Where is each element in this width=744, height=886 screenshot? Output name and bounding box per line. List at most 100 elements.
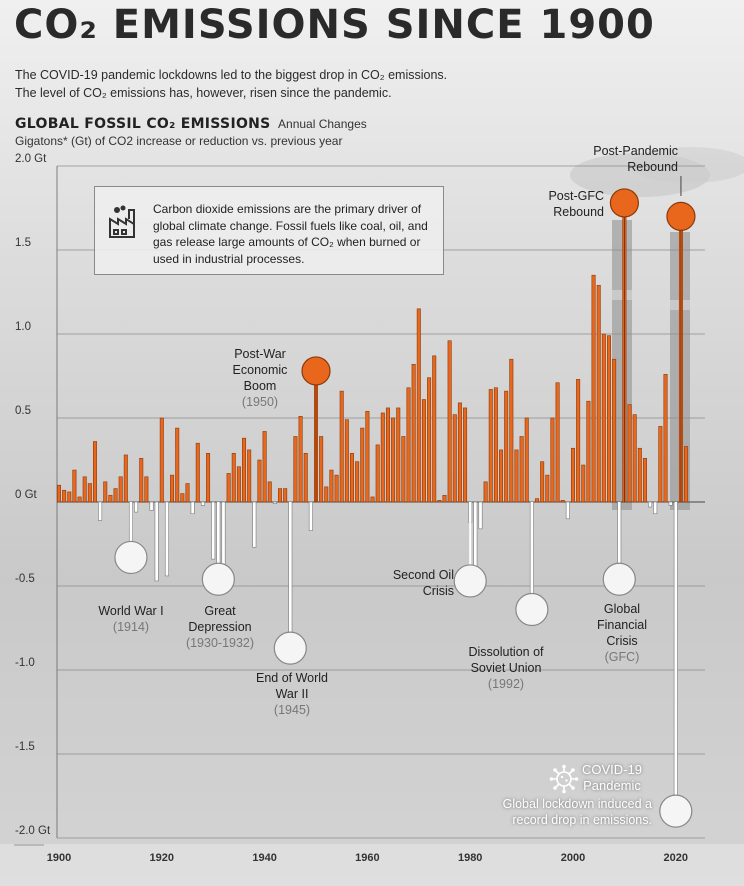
annotation-postpandemic: Post-Pandemic Rebound bbox=[576, 143, 678, 175]
bar-1955 bbox=[339, 390, 344, 503]
bar-1967 bbox=[401, 436, 406, 503]
bar-1953 bbox=[329, 469, 334, 503]
bar-1911 bbox=[113, 488, 118, 503]
bar-1971 bbox=[421, 399, 426, 503]
factory-icon bbox=[109, 205, 135, 238]
annotation-label: Dissolution of Soviet Union bbox=[468, 645, 544, 675]
bar-2013 bbox=[637, 447, 642, 503]
bar-1964 bbox=[385, 407, 390, 503]
bar-2000 bbox=[570, 447, 575, 503]
bar-2012 bbox=[632, 414, 637, 503]
bar-1951 bbox=[319, 436, 324, 503]
bar-2002 bbox=[581, 464, 586, 503]
bar-1928 bbox=[200, 501, 205, 506]
postpandemic-marker bbox=[666, 201, 696, 231]
y-tick-label: 2.0 Gt bbox=[15, 153, 47, 165]
ww1-marker bbox=[114, 540, 148, 575]
subtitle: The COVID-19 pandemic lockdowns led to t… bbox=[15, 66, 535, 102]
bar-1906 bbox=[87, 483, 92, 503]
bar-1920 bbox=[159, 417, 164, 503]
bar-1913 bbox=[123, 454, 128, 503]
bar-2006 bbox=[601, 333, 606, 503]
annotation-gfc: Global Financial Crisis (GFC) bbox=[592, 601, 652, 665]
bar-1983 bbox=[483, 481, 488, 503]
bar-1984 bbox=[488, 389, 493, 503]
bar-1924 bbox=[180, 493, 185, 503]
annotation-year: (GFC) bbox=[604, 650, 640, 664]
bar-1942 bbox=[272, 501, 277, 504]
annotation-year: (1914) bbox=[112, 620, 150, 634]
page-title: CO₂ EMISSIONS SINCE 1900 bbox=[14, 2, 655, 48]
annotation-postwar: Post-War Economic Boom (1950) bbox=[226, 346, 294, 410]
bar-1922 bbox=[170, 474, 175, 503]
bar-1977 bbox=[452, 414, 457, 503]
bar-1994 bbox=[540, 461, 545, 503]
bar-1965 bbox=[391, 417, 396, 503]
bar-1995 bbox=[545, 474, 550, 503]
covid-marker bbox=[659, 794, 693, 828]
annotation-label: Great Depression bbox=[188, 604, 252, 634]
bar-1948 bbox=[303, 452, 308, 503]
x-tick-label: 1920 bbox=[150, 852, 174, 864]
bar-1986 bbox=[499, 449, 504, 503]
chart-heading: GLOBAL FOSSIL CO₂ EMISSIONS Annual Chang… bbox=[15, 115, 367, 133]
bar-1960 bbox=[365, 410, 370, 503]
annotation-oil: Second Oil Crisis bbox=[386, 567, 454, 599]
bar-1997 bbox=[555, 382, 560, 503]
bar-1940 bbox=[262, 431, 267, 503]
annotation-year: (1992) bbox=[487, 677, 525, 691]
x-tick-label: 1900 bbox=[47, 852, 71, 864]
bar-1909 bbox=[103, 481, 108, 503]
bar-1990 bbox=[519, 436, 524, 503]
annotation-label: End of World War II bbox=[255, 671, 329, 701]
bar-1944 bbox=[283, 488, 288, 503]
annotation-depression: Great Depression (1930-1932) bbox=[180, 603, 260, 651]
bar-1923 bbox=[175, 427, 180, 503]
bar-1933 bbox=[226, 473, 231, 503]
y-tick-label: -1.5 bbox=[15, 741, 35, 753]
bar-1989 bbox=[514, 449, 519, 503]
annotation-ww1: World War I (1914) bbox=[98, 603, 164, 635]
bar-1987 bbox=[504, 390, 509, 503]
annotation-postgfc: Post-GFC Rebound bbox=[536, 188, 604, 220]
bar-1961 bbox=[370, 496, 375, 503]
x-tick-label: 2020 bbox=[664, 852, 688, 864]
bar-2001 bbox=[576, 379, 581, 503]
bar-1921 bbox=[164, 501, 169, 577]
subtitle-line: The level of CO₂ emissions has, however,… bbox=[15, 86, 392, 100]
bar-1956 bbox=[344, 419, 349, 503]
annotation-year: (1950) bbox=[241, 395, 279, 409]
bar-1978 bbox=[457, 402, 462, 503]
bar-1937 bbox=[247, 449, 252, 503]
bar-1962 bbox=[375, 444, 380, 503]
bars bbox=[56, 202, 689, 817]
bar-1970 bbox=[416, 308, 421, 503]
bar-1998 bbox=[560, 500, 565, 503]
bar-2017 bbox=[658, 426, 663, 503]
bar-1908 bbox=[98, 501, 103, 521]
y-axis-ticks: 2.0 Gt 1.5 1.0 0.5 0 Gt -0.5 -1.0 -1.5 -2.0 Gt bbox=[15, 153, 51, 837]
bar-2003 bbox=[586, 400, 591, 503]
subtitle-line: The COVID-19 pandemic lockdowns led to t… bbox=[15, 68, 448, 82]
x-axis-band bbox=[0, 844, 744, 886]
y-tick-label: -0.5 bbox=[15, 573, 35, 585]
bar-1974 bbox=[437, 500, 442, 503]
bar-2016 bbox=[653, 501, 658, 515]
annotation-label: Global Financial Crisis bbox=[596, 602, 648, 648]
bar-1958 bbox=[355, 461, 360, 503]
bar-2019 bbox=[668, 501, 673, 506]
bar-1915 bbox=[134, 501, 139, 513]
y-tick-label: 0 Gt bbox=[15, 489, 38, 501]
bar-1930 bbox=[211, 501, 216, 560]
annotation-covid: COVID-19 Pandemic Global lockdown induce… bbox=[500, 762, 652, 828]
bar-1938 bbox=[252, 501, 257, 548]
bar-1985 bbox=[493, 387, 498, 503]
bar-1972 bbox=[427, 377, 432, 503]
y-tick-label: -2.0 Gt bbox=[15, 825, 51, 837]
bar-1935 bbox=[236, 466, 241, 503]
callout-markers bbox=[114, 176, 696, 828]
units-note: Gigatons* (Gt) of CO2 increase or reduct… bbox=[15, 134, 343, 148]
bar-1947 bbox=[298, 416, 303, 503]
bar-2011 bbox=[627, 404, 632, 503]
x-tick-label: 1960 bbox=[355, 852, 379, 864]
